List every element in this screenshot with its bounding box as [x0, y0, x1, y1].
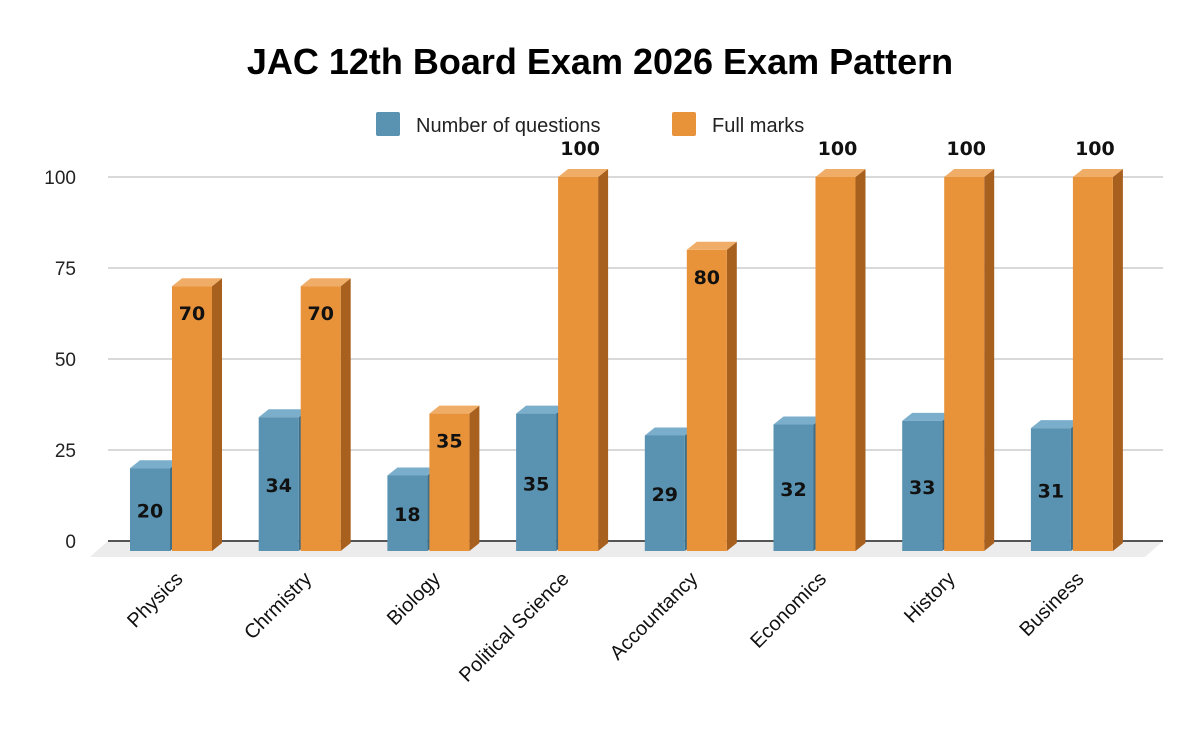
y-axis: 0 25 50 75 100	[44, 168, 76, 553]
bar-top	[516, 405, 567, 414]
chart-floor	[90, 541, 1163, 557]
bar-questions	[1030, 428, 1071, 551]
bar-full-marks	[429, 413, 470, 551]
bar-top	[429, 405, 480, 414]
bar-full-marks	[172, 286, 212, 551]
bar-questions	[902, 420, 943, 551]
bar-group	[902, 169, 995, 551]
value-labels: 20 70 34 70 18 35 35 100 29 80 32 100 33 100 31 100	[137, 138, 1115, 526]
bar-side	[598, 169, 609, 551]
bar-group	[130, 278, 222, 551]
x-axis: Physics Chrmistry Biology Political Science…	[123, 568, 1088, 687]
bar-top	[387, 467, 438, 476]
value-label: 100	[946, 138, 986, 160]
legend-label: Number of questions	[416, 115, 601, 137]
bar-top	[1030, 420, 1081, 429]
bar-top	[172, 278, 222, 287]
bar-top	[773, 416, 824, 425]
bar-top	[686, 241, 737, 250]
value-label: 34	[265, 475, 291, 497]
bars	[130, 169, 1123, 552]
bar-full-marks	[1072, 177, 1113, 551]
bar-side	[1112, 169, 1123, 551]
bar-top	[558, 169, 609, 177]
chart-title: JAC 12th Board Exam 2026 Exam Pattern	[247, 41, 953, 82]
bar-side	[212, 278, 222, 551]
value-label: 100	[560, 138, 600, 160]
x-tick-label: Business	[1015, 568, 1088, 641]
bar-side	[469, 405, 480, 551]
legend-swatch-questions	[376, 112, 400, 136]
bar-questions	[387, 475, 428, 551]
bar-questions	[644, 435, 685, 551]
bar-side	[855, 169, 866, 551]
bar-group	[1030, 169, 1123, 551]
bar-full-marks	[686, 249, 727, 552]
x-tick-label: Biology	[383, 568, 445, 630]
bar-questions	[516, 413, 557, 551]
y-tick-label: 25	[55, 441, 76, 462]
bar-top	[815, 169, 866, 177]
value-label: 33	[909, 477, 935, 499]
bar-top	[300, 278, 351, 287]
value-label: 35	[436, 431, 462, 453]
bar-questions	[130, 468, 170, 551]
legend-swatch-full-marks	[672, 112, 696, 136]
bar-top	[258, 409, 309, 418]
bar-group	[773, 169, 866, 551]
x-tick-label: History	[900, 568, 960, 628]
value-label: 100	[1075, 138, 1115, 160]
bar-group	[516, 169, 609, 551]
bar-full-marks	[815, 177, 856, 551]
bar-full-marks	[558, 177, 599, 551]
x-tick-label: Accountancy	[606, 568, 703, 665]
bar-full-marks	[944, 177, 985, 551]
legend: Number of questions Full marks	[376, 112, 804, 137]
floor-plane	[90, 541, 1163, 557]
value-label: 70	[179, 303, 205, 325]
value-label: 20	[137, 501, 163, 523]
bar-full-marks	[300, 286, 341, 551]
value-label: 100	[818, 138, 858, 160]
value-label: 35	[523, 473, 549, 495]
bar-group	[644, 241, 737, 552]
value-label: 29	[652, 484, 678, 506]
legend-label: Full marks	[712, 115, 804, 137]
bar-side	[726, 241, 737, 552]
x-tick-label: Physics	[123, 568, 187, 632]
bar-top	[902, 412, 953, 421]
y-tick-label: 75	[55, 259, 76, 280]
y-tick-label: 0	[65, 532, 76, 553]
value-label: 32	[780, 479, 806, 501]
y-tick-label: 100	[44, 168, 76, 189]
bar-group	[258, 278, 351, 551]
bar-group	[387, 405, 480, 551]
x-tick-label: Political Science	[455, 568, 574, 687]
x-tick-label: Economics	[746, 568, 831, 653]
bar-top	[130, 460, 180, 469]
bar-side	[340, 278, 351, 551]
bar-top	[944, 169, 995, 177]
bar-side	[984, 169, 995, 551]
bar-questions	[258, 417, 299, 551]
value-label: 18	[394, 504, 420, 526]
value-label: 80	[694, 267, 720, 289]
bar-questions	[773, 424, 814, 551]
value-label: 31	[1038, 481, 1064, 503]
bar-top	[644, 427, 695, 436]
value-label: 70	[307, 303, 333, 325]
bar-top	[1072, 169, 1123, 177]
y-tick-label: 50	[55, 350, 76, 371]
x-tick-label: Chrmistry	[240, 568, 316, 644]
